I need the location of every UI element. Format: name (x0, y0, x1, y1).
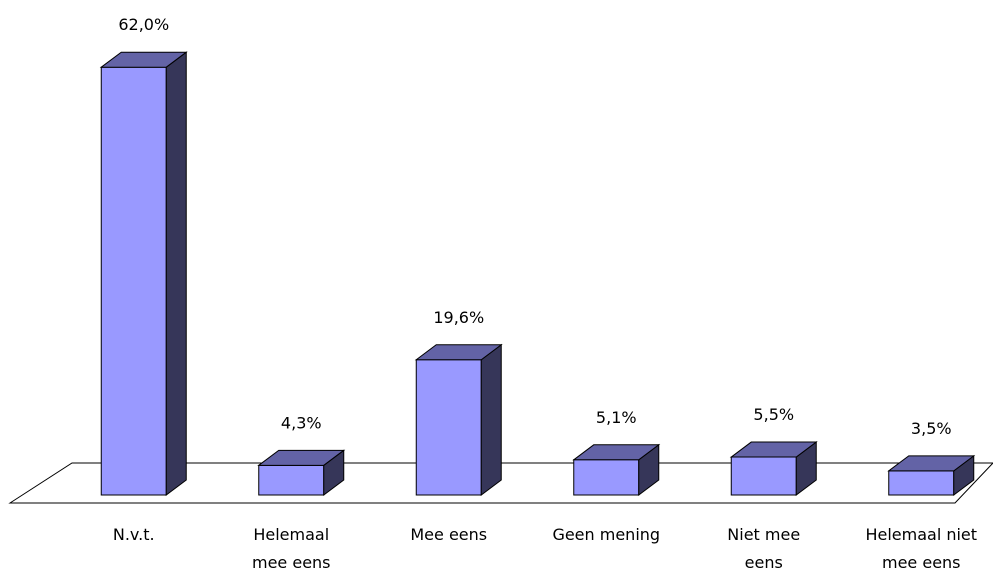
bar-front (730, 456, 797, 496)
bar-front (415, 359, 482, 496)
x-tick-label: Niet mee eens (727, 525, 800, 572)
bar-side (165, 51, 187, 496)
value-label: 4,3% (281, 413, 322, 432)
bar-top (414, 344, 503, 361)
bar-front (100, 66, 167, 496)
bar (414, 343, 503, 496)
bar-top (572, 444, 661, 461)
floor (8, 462, 993, 504)
x-tick-label: Helemaal mee eens (252, 525, 331, 572)
bar-top (257, 449, 346, 466)
bar (99, 51, 188, 496)
x-tick-label: Mee eens (410, 525, 487, 544)
bar (887, 454, 976, 496)
bar (572, 443, 661, 496)
value-label: 62,0% (118, 15, 169, 34)
bar-side (480, 343, 502, 496)
bar (257, 449, 346, 496)
x-tick-label: N.v.t. (113, 525, 155, 544)
x-tick-label: Geen mening (552, 525, 660, 544)
x-tick-label: Helemaal niet mee eens (865, 525, 977, 572)
bar-front (888, 470, 955, 496)
bar (729, 441, 818, 496)
bar-top (887, 455, 976, 472)
bar-front (258, 464, 325, 496)
bar-top (99, 51, 188, 68)
value-label: 5,1% (596, 408, 637, 427)
value-label: 3,5% (911, 419, 952, 438)
value-label: 5,5% (753, 405, 794, 424)
bar-top (729, 441, 818, 458)
bar-front (573, 459, 640, 496)
value-label: 19,6% (433, 308, 484, 327)
